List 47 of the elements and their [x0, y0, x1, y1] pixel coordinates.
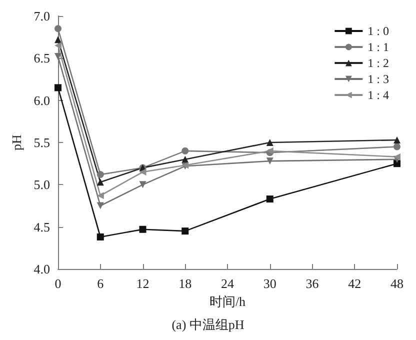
x-tick-label: 18	[178, 276, 192, 291]
x-tick-label: 36	[306, 276, 320, 291]
x-tick-label: 42	[348, 276, 362, 291]
legend-label: 1 : 0	[368, 24, 390, 38]
x-tick-label: 0	[54, 276, 62, 291]
y-tick-label: 4.5	[34, 219, 50, 234]
legend-label: 1 : 1	[368, 40, 390, 54]
text: (a) 中温组pH	[172, 317, 244, 332]
point	[182, 147, 189, 154]
x-tick-label: 6	[97, 276, 104, 291]
x-tick-label: 24	[221, 276, 234, 291]
x-tick-label: 12	[136, 276, 150, 291]
point	[139, 181, 146, 188]
legend-label: 1 : 4	[368, 88, 390, 102]
point	[96, 192, 104, 200]
point	[394, 143, 400, 150]
y-tick-label: 6.0	[34, 92, 50, 108]
y-tick-label: 7.0	[34, 8, 50, 24]
x-tick-label: 30	[263, 276, 276, 291]
point	[54, 25, 62, 32]
legend-label: 1 : 3	[368, 72, 390, 86]
point	[182, 228, 189, 235]
point	[139, 226, 146, 233]
point	[54, 52, 62, 60]
point	[266, 139, 274, 146]
y-tick-label: 5.5	[34, 135, 50, 150]
x-axis-title: 时间/h	[209, 294, 246, 309]
point	[139, 168, 146, 176]
point	[394, 160, 400, 168]
point	[54, 84, 62, 92]
point	[96, 233, 104, 240]
point	[96, 202, 104, 210]
point	[182, 156, 189, 163]
point	[394, 153, 400, 160]
point	[394, 136, 400, 144]
point	[54, 36, 62, 44]
point	[266, 196, 274, 203]
x-tick-label: 48	[390, 276, 404, 291]
point	[96, 178, 104, 186]
y-tick-label: 5.0	[34, 177, 50, 192]
y-tick-label: 4.0	[34, 262, 50, 276]
point	[96, 171, 104, 178]
y-tick-label: 6.5	[34, 50, 50, 66]
point	[54, 42, 62, 50]
legend-label: 1 : 2	[368, 56, 390, 70]
y-axis-title: pH	[8, 134, 24, 150]
point	[266, 158, 274, 165]
